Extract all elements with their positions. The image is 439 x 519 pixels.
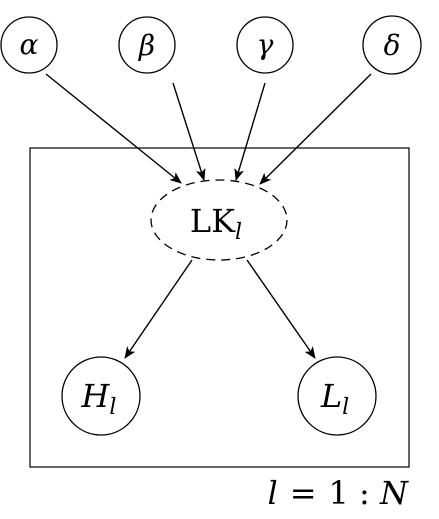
node-gamma: γ: [236, 16, 294, 74]
edge-delta-to-lk: [259, 73, 372, 185]
plate-label-equals: =: [290, 474, 317, 512]
node-beta-label: β: [138, 29, 155, 62]
node-delta-circle: [362, 15, 422, 75]
node-alpha-label: α: [20, 28, 39, 61]
node-beta: β: [118, 16, 176, 74]
edge-gamma-to-lk: [234, 82, 266, 181]
node-h-circle: [61, 356, 141, 436]
node-lk-label-main: LK: [190, 202, 236, 240]
plate-box: [29, 147, 410, 468]
node-gamma-label: γ: [257, 28, 274, 61]
edge-lk-to-h: [124, 259, 193, 359]
plate-label-range: 1 : N: [329, 474, 409, 512]
node-gamma-circle: [236, 16, 294, 74]
node-l-label: Ll: [320, 377, 349, 420]
node-delta: δ: [362, 15, 422, 75]
plate-label-range-end: N: [379, 474, 409, 512]
node-h-label: Hl: [81, 377, 117, 420]
node-l-label-main: L: [320, 377, 342, 415]
node-alpha-circle: [0, 16, 58, 74]
node-h-label-main: H: [81, 377, 111, 415]
node-lk-label-sub: l: [235, 220, 242, 245]
node-beta-circle: [118, 16, 176, 74]
node-lk-ellipse: [150, 179, 288, 261]
plate-label-range-start: 1 :: [329, 474, 380, 512]
node-delta-label: δ: [384, 29, 401, 62]
edge-alpha-to-lk: [45, 73, 182, 184]
plate-label: l = 1 : N: [267, 474, 409, 512]
plate-label-index: l: [267, 474, 277, 512]
node-l-label-sub: l: [342, 395, 349, 420]
node-h-label-sub: l: [109, 395, 116, 420]
node-h: Hl: [61, 356, 141, 436]
node-alpha: α: [0, 16, 58, 74]
node-lk: LKl: [150, 179, 288, 261]
node-l-circle: [297, 356, 377, 436]
node-l: Ll: [297, 356, 377, 436]
edge-lk-to-l: [246, 259, 316, 359]
edge-beta-to-lk: [172, 82, 206, 181]
node-lk-label: LKl: [190, 202, 242, 245]
